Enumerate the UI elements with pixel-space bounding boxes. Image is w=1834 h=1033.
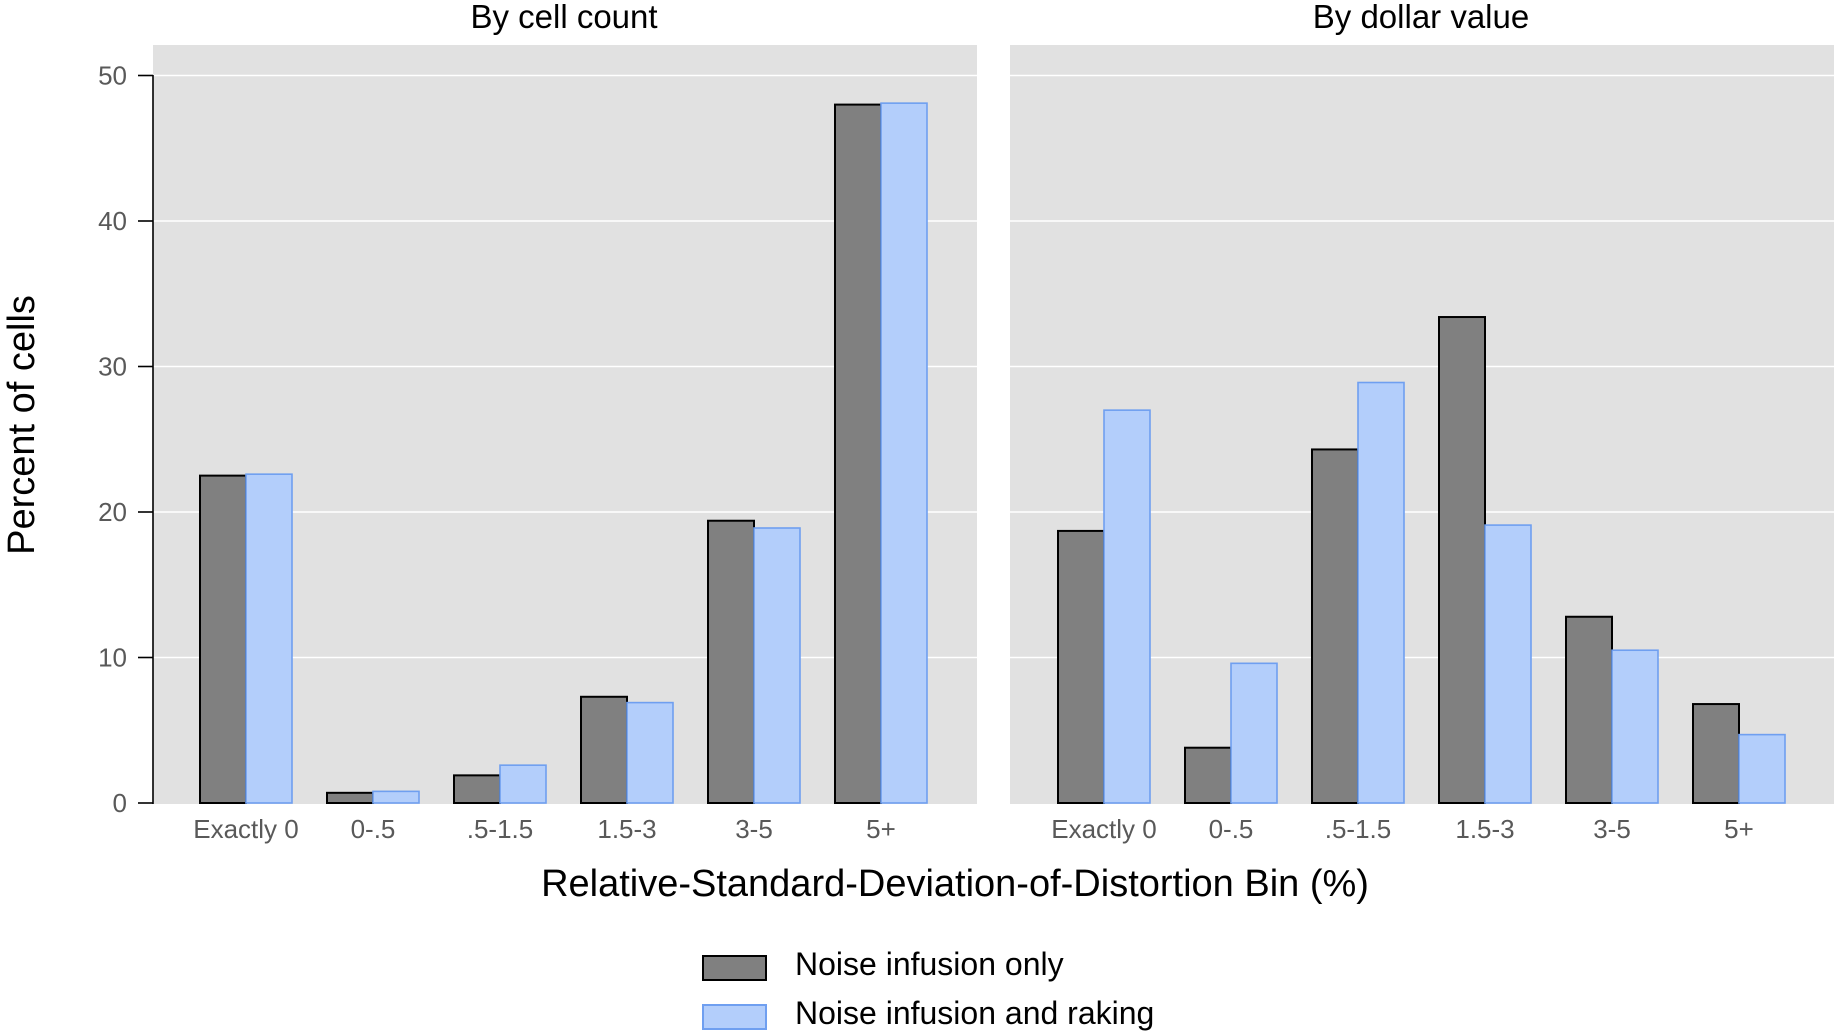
bar-noise-only-2-4 <box>1438 316 1486 804</box>
bar-noise-raking-2-1 <box>1103 409 1151 804</box>
x-tick-label: 5+ <box>1724 814 1754 844</box>
bar-noise-raking-1-1 <box>245 473 293 804</box>
bar-noise-raking-2-3 <box>1357 381 1405 804</box>
bar-noise-only-2-5 <box>1565 615 1613 805</box>
x-tick-label: 1.5-3 <box>1455 814 1514 844</box>
bar-noise-only-1-1 <box>199 474 247 804</box>
panel-title: By dollar value <box>1313 0 1529 35</box>
legend: Noise infusion only Noise infusion and r… <box>702 946 1154 1031</box>
x-axis-title: Relative-Standard-Deviation-of-Distortio… <box>541 863 1369 905</box>
y-tick-label: 50 <box>98 61 127 91</box>
bar-noise-raking-2-6 <box>1738 733 1786 804</box>
x-tick-label: 5+ <box>866 814 896 844</box>
bar-noise-only-1-3 <box>453 774 501 804</box>
x-tick-label: Exactly 0 <box>1051 814 1157 844</box>
y-tick-label: 0 <box>113 788 127 818</box>
panels-layer: 0 10 20 30 40 50 By cell count Exactly 0 0-.5 .5-… <box>98 0 1834 844</box>
bar-noise-only-1-5 <box>707 519 755 804</box>
x-tick-label: 0-.5 <box>351 814 396 844</box>
bar-noise-only-1-4 <box>580 695 628 804</box>
bar-noise-only-1-6 <box>834 103 882 805</box>
bar-noise-only-2-3 <box>1311 448 1359 804</box>
panel-2: By dollar value Exactly 0 0-.5 .5-1.5 1.5-3 3… <box>1010 0 1834 844</box>
bar-noise-only-1-2 <box>326 791 374 805</box>
bar-noise-raking-1-6 <box>880 102 928 804</box>
bar-noise-raking-1-4 <box>626 701 674 804</box>
x-tick-label: 3-5 <box>1593 814 1631 844</box>
legend-swatch-noise-only <box>702 955 767 981</box>
panel-1: 0 10 20 30 40 50 By cell count Exactly 0 0-.5 .5-… <box>98 0 977 844</box>
y-tick-label: 40 <box>98 206 127 236</box>
bar-noise-raking-2-2 <box>1230 662 1278 804</box>
panel-title: By cell count <box>470 0 657 35</box>
y-axis-title: Percent of cells <box>1 295 43 555</box>
bar-noise-only-2-1 <box>1057 529 1105 804</box>
y-tick-label: 20 <box>98 497 127 527</box>
bar-noise-raking-1-2 <box>372 790 420 804</box>
y-tick-label: 30 <box>98 352 127 382</box>
bar-noise-raking-1-3 <box>499 764 547 804</box>
legend-swatch-noise-raking <box>702 1004 767 1030</box>
bar-noise-only-2-6 <box>1692 703 1740 804</box>
x-tick-label: 0-.5 <box>1209 814 1254 844</box>
bar-noise-raking-2-5 <box>1611 649 1659 804</box>
bar-noise-only-2-2 <box>1184 746 1232 805</box>
x-tick-label: 3-5 <box>735 814 773 844</box>
y-tick-label: 10 <box>98 643 127 673</box>
x-tick-label: .5-1.5 <box>467 814 534 844</box>
bar-noise-raking-2-4 <box>1484 524 1532 804</box>
legend-label-noise-only: Noise infusion only <box>795 946 1064 982</box>
x-tick-label: 1.5-3 <box>597 814 656 844</box>
x-tick-label: .5-1.5 <box>1325 814 1392 844</box>
legend-label-noise-raking: Noise infusion and raking <box>795 995 1154 1031</box>
x-tick-label: Exactly 0 <box>193 814 299 844</box>
bar-noise-raking-1-5 <box>753 527 801 804</box>
